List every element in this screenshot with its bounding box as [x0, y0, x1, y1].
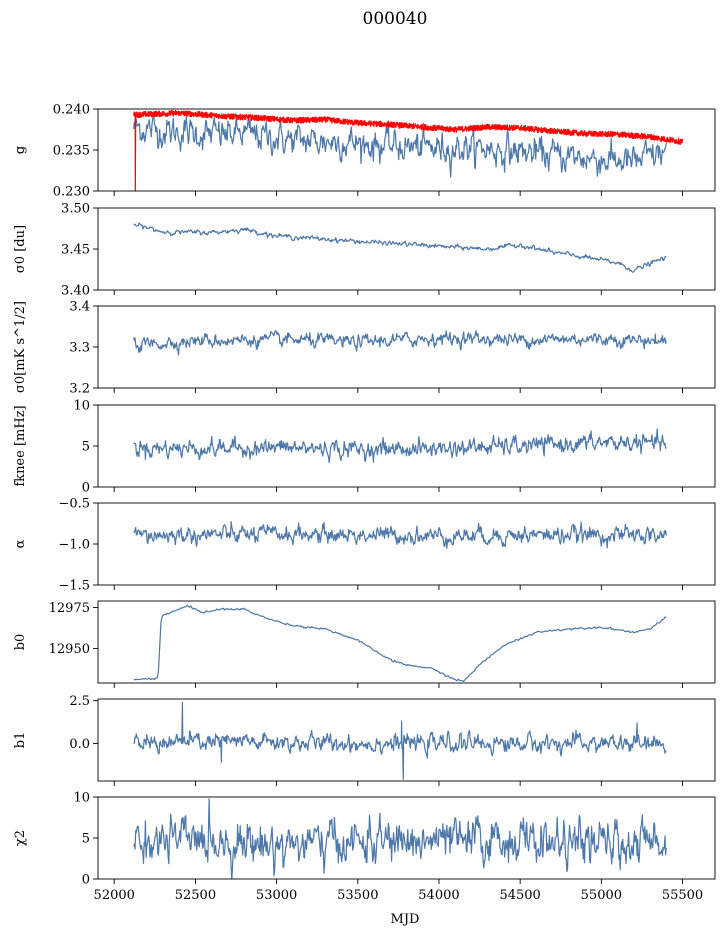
axes-frame [97, 207, 716, 291]
y-tick-label: 3.3 [69, 341, 90, 356]
y-tick-label: 0.235 [53, 144, 90, 159]
y-tick-label: −1.0 [58, 538, 90, 553]
axes-frame [97, 796, 716, 880]
y-tick-label: 2.5 [69, 694, 90, 709]
series-line-1 [133, 604, 667, 682]
panel-8: 0 5 10 52000 52500 53000 53500 54000 54500 55000 5… [13, 791, 716, 903]
y-tick-label: 10 [73, 791, 90, 806]
y-tick-label: 10 [73, 399, 90, 414]
axes-frame [97, 502, 716, 586]
y-axis-label: χ2 [13, 830, 28, 846]
y-tick-label: 5 [82, 832, 90, 847]
axes-frame [97, 600, 716, 684]
y-tick-label: 0.0 [69, 737, 90, 752]
series-line-1 [133, 428, 667, 463]
y-tick-label: 5 [82, 440, 90, 455]
x-tick-label: 53500 [337, 888, 378, 903]
y-axis-label: α [13, 539, 28, 548]
x-tick-label: 55500 [662, 888, 703, 903]
y-tick-label: −1.5 [58, 579, 90, 594]
x-tick-label: 52500 [175, 888, 216, 903]
y-tick-label: 3.4 [69, 300, 90, 315]
x-tick-label: 54500 [499, 888, 540, 903]
x-tick-label: 54000 [418, 888, 459, 903]
y-axis-label: g [13, 146, 28, 154]
y-tick-label: 0.230 [53, 185, 90, 200]
panel-1: 0.230 0.235 0.240 g [13, 103, 716, 200]
series-line-1 [133, 521, 667, 549]
series-line-2 [133, 110, 683, 191]
panel-2: 3.40 3.45 3.50 σ0 [du] [13, 202, 716, 299]
y-tick-label: 12950 [49, 642, 90, 657]
y-axis-label: fknee [mHz] [13, 405, 28, 486]
y-tick-label: 0 [82, 481, 90, 496]
y-tick-label: 3.2 [69, 382, 90, 397]
series-line-1 [133, 701, 667, 780]
y-tick-label: 3.40 [61, 284, 90, 299]
y-axis-label: b0 [13, 634, 28, 651]
panel-5: −1.5 −1.0 −0.5 α [13, 497, 716, 594]
panel-6: 12950 12975 b0 [13, 600, 716, 688]
panel-3: 3.2 3.3 3.4 σ0[mK s^1/2] [13, 300, 716, 397]
x-tick-label: 55000 [581, 888, 622, 903]
y-tick-label: 12975 [49, 601, 90, 616]
series-line-1 [133, 330, 667, 356]
axes-frame [97, 698, 716, 782]
y-axis-label: σ0[mK s^1/2] [13, 301, 28, 393]
x-axis-label: MJD [391, 912, 420, 927]
series-line-1 [133, 222, 667, 273]
series-line-1 [133, 114, 667, 178]
y-tick-label: 3.50 [61, 202, 90, 217]
y-tick-label: −0.5 [58, 497, 90, 512]
y-tick-label: 0.240 [53, 103, 90, 118]
y-axis-label: b1 [13, 732, 28, 749]
y-tick-label: 0 [82, 873, 90, 888]
x-tick-label: 53000 [256, 888, 297, 903]
panel-4: 0 5 10 fknee [mHz] [13, 399, 716, 496]
y-axis-label: σ0 [du] [13, 225, 28, 273]
x-tick-label: 52000 [94, 888, 135, 903]
figure-title: 000040 [363, 9, 428, 29]
series-line-1 [133, 798, 667, 879]
y-tick-label: 3.45 [61, 243, 90, 258]
panel-7: 0.0 2.5 b1 [13, 694, 716, 786]
